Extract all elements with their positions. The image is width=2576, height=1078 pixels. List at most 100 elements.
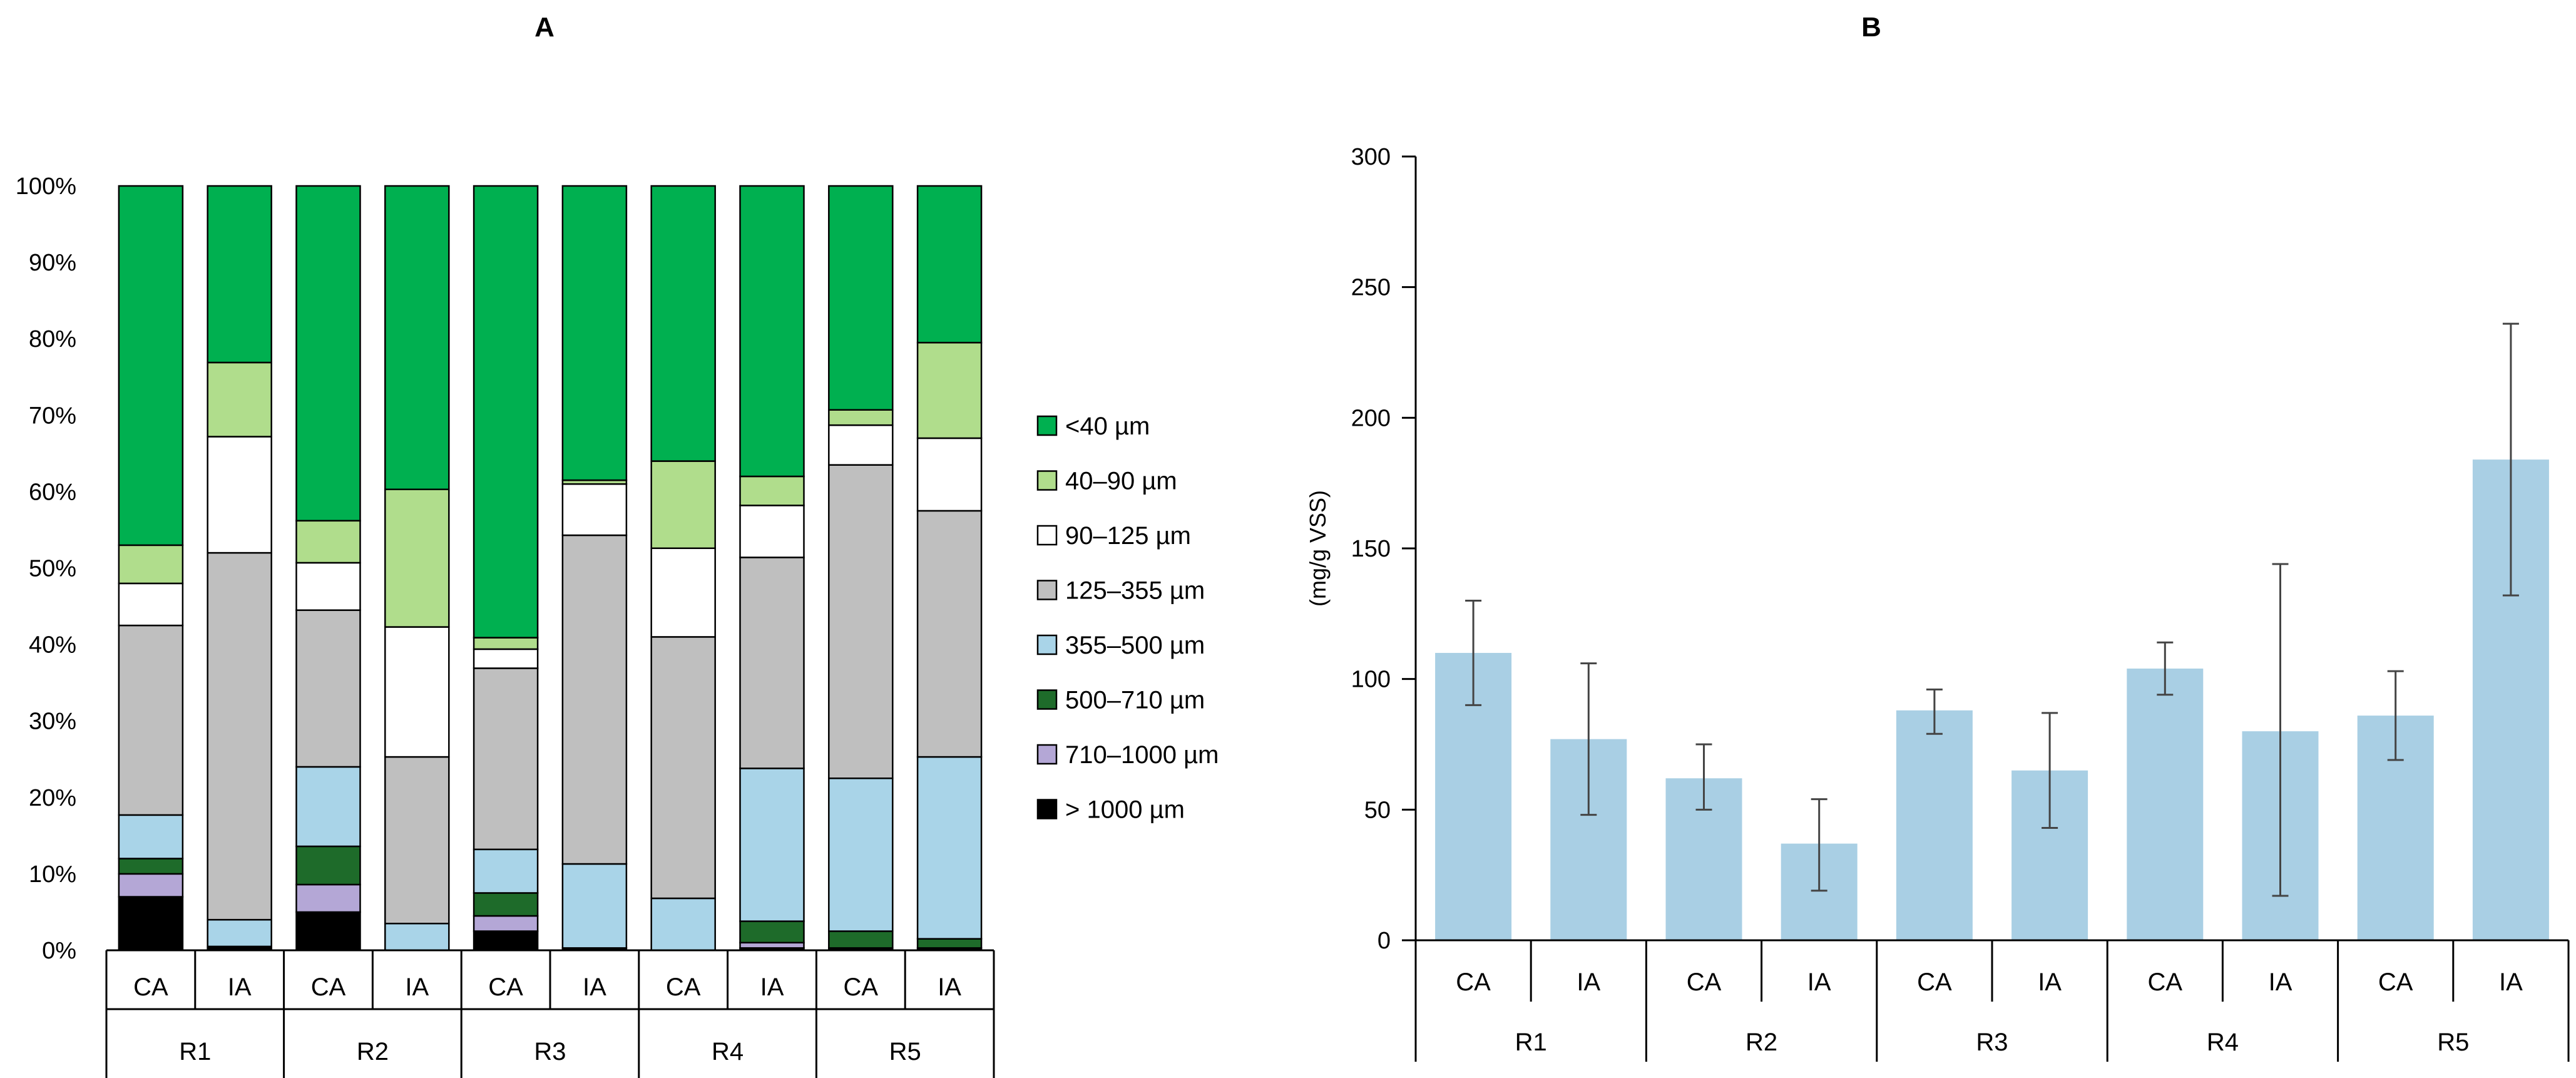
y-tick-label: 70% <box>29 403 76 429</box>
bar-segment <box>118 582 184 627</box>
x-tick-label: CA <box>1917 968 1952 996</box>
x-tick-label: CA <box>2148 968 2183 996</box>
y-tick-label: 40% <box>29 632 76 659</box>
legend-label: 710–1000 µm <box>1065 741 1219 769</box>
bar-segment <box>828 930 894 949</box>
bar-segment <box>118 896 184 952</box>
bar-segment <box>473 667 539 851</box>
bar-segment <box>650 460 716 550</box>
group-label: R1 <box>179 1038 211 1065</box>
y-tick-label: 30% <box>29 709 76 735</box>
bar-segment <box>828 424 894 466</box>
bar <box>1896 710 1973 940</box>
bar-segment <box>561 185 628 481</box>
bar-segment <box>916 510 983 758</box>
bar-segment <box>828 464 894 779</box>
bar-segment <box>650 547 716 638</box>
panel-a-label: A <box>534 12 555 43</box>
group-label: R3 <box>1976 1029 2008 1056</box>
y-tick-label: 100% <box>16 173 76 200</box>
x-tick-label: IA <box>938 973 961 1001</box>
bar-segment <box>916 756 983 940</box>
bar-segment <box>118 624 184 816</box>
legend-label: <40 µm <box>1065 413 1150 440</box>
x-tick-label: IA <box>1807 968 1831 996</box>
bar-segment <box>561 863 628 949</box>
bar-segment <box>295 185 361 522</box>
legend-label: 40–90 µm <box>1065 468 1177 495</box>
bar-segment <box>473 637 539 650</box>
bar-segment <box>916 437 983 512</box>
bar-segment <box>295 911 361 952</box>
bar-segment <box>828 185 894 411</box>
bar-segment <box>739 475 805 506</box>
y-tick-label: 200 <box>1351 405 1391 431</box>
bar-segment <box>828 409 894 426</box>
x-tick-label: IA <box>760 973 784 1001</box>
bar-segment <box>739 767 805 922</box>
bar-segment <box>473 848 539 894</box>
legend-swatch <box>1036 525 1058 546</box>
legend-swatch <box>1036 470 1058 491</box>
legend-label: > 1000 µm <box>1065 796 1185 824</box>
y-tick-label: 10% <box>29 861 76 888</box>
bar-segment <box>739 920 805 944</box>
mg-per-g-vss-chart: 0 50 100 150 200 250 300 (mg/g VSS) CA IA CA IA CA IA… <box>1305 144 2570 1062</box>
legend-label: 125–355 µm <box>1065 577 1205 605</box>
bar-segment <box>650 185 716 462</box>
bar-segment <box>384 185 450 490</box>
bar-segment <box>828 778 894 932</box>
group-label: R2 <box>357 1038 389 1065</box>
legend-swatch <box>1036 415 1058 436</box>
bar-segment <box>207 552 272 921</box>
y-axis-title: (mg/g VSS) <box>1305 490 1331 607</box>
x-tick-label: CA <box>1687 968 1722 996</box>
bar-segment <box>118 544 184 585</box>
bar-segment <box>916 938 983 949</box>
bar-segment <box>473 930 539 952</box>
bar-segment <box>207 185 272 364</box>
bar-segment <box>118 814 184 860</box>
group-label: R3 <box>534 1038 566 1065</box>
x-tick-label: CA <box>2378 968 2413 996</box>
y-tick-label: 300 <box>1351 144 1391 170</box>
bar-segment <box>561 483 628 536</box>
bar-segment <box>473 185 539 639</box>
x-tick-label: CA <box>488 973 523 1001</box>
bar-segment <box>295 766 361 848</box>
x-tick-label: IA <box>2269 968 2292 996</box>
y-tick-label: 250 <box>1351 275 1391 301</box>
bar-segment <box>561 534 628 865</box>
bar-segment <box>473 648 539 669</box>
bar-segment <box>384 488 450 628</box>
group-label: R5 <box>2437 1029 2469 1056</box>
y-tick-label: 150 <box>1351 536 1391 562</box>
bar-segment <box>295 609 361 768</box>
bar-segment <box>473 892 539 917</box>
bar-segment <box>650 636 716 900</box>
x-tick-label: CA <box>666 973 701 1001</box>
legend-label: 500–710 µm <box>1065 687 1205 714</box>
group-label: R4 <box>2207 1029 2239 1056</box>
y-tick-label: 20% <box>29 785 76 811</box>
bar-segment <box>118 858 184 875</box>
bar-segment <box>473 915 539 932</box>
group-label: R4 <box>712 1038 744 1065</box>
bar <box>2127 668 2204 940</box>
x-tick-label: IA <box>405 973 429 1001</box>
legend-swatch <box>1036 580 1058 600</box>
group-label: R2 <box>1745 1029 1777 1056</box>
legend-swatch <box>1036 689 1058 710</box>
bar-segment <box>650 897 716 952</box>
x-tick-label: IA <box>1577 968 1600 996</box>
x-tick-label: IA <box>228 973 252 1001</box>
x-tick-label: CA <box>844 973 879 1001</box>
chart-legend: <40 µm 40–90 µm 90–125 µm 125–355 µm 355–500… <box>1036 413 1219 824</box>
legend-swatch <box>1036 744 1058 765</box>
legend-swatch <box>1036 634 1058 655</box>
bar-segment <box>384 626 450 758</box>
bar-segment <box>295 520 361 564</box>
bar-segment <box>739 505 805 558</box>
bar-segment <box>207 436 272 554</box>
